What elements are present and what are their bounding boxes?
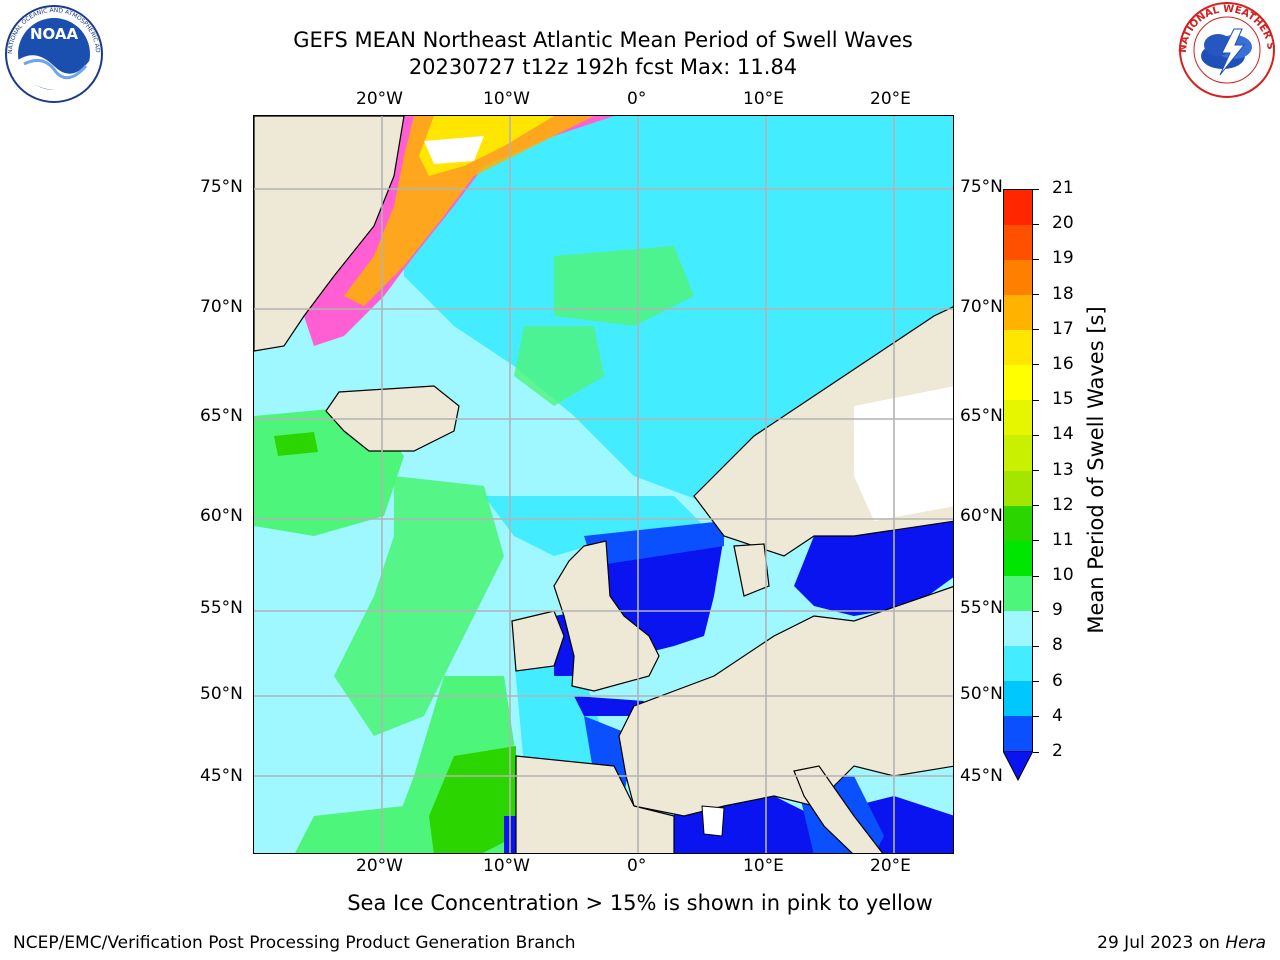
colorbar-segment [1004,400,1032,436]
colorbar-tick-label: 9 [1052,600,1063,621]
footer-credit: NCEP/EMC/Verification Post Processing Pr… [13,933,576,953]
colorbar-tick-label: 2 [1052,741,1063,761]
sea-ice-note: Sea Ice Concentration > 15% is shown in … [347,891,933,915]
colorbar-tick-mark [1033,329,1039,331]
y-tick-left-75n: 75°N [200,177,243,197]
colorbar-tick-mark [1033,681,1039,683]
colorbar-segment [1004,365,1032,401]
x-tick-top-20w: 20°W [356,89,403,109]
y-tick-left-50n: 50°N [200,684,243,704]
colorbar-tick-label: 11 [1052,529,1074,550]
colorbar-tick-mark [1033,470,1039,471]
colorbar-segment [1004,540,1032,576]
x-tick-bottom-0: 0° [627,856,647,876]
colorbar-segment [1004,645,1032,681]
colorbar-tick-mark [1033,364,1039,366]
y-tick-left-65n: 65°N [200,406,243,426]
colorbar-segment [1004,610,1032,646]
noaa-logo: NOAA NATIONAL OCEANIC AND ATMOSPHERIC AD… [1,0,104,104]
x-tick-bottom-20e: 20°E [870,856,911,876]
y-tick-left-60n: 60°N [200,506,243,526]
colorbar-segment [1004,435,1032,471]
colorbar-segment [1004,225,1032,261]
colorbar-tick-mark [1033,434,1039,436]
colorbar-segment [1004,295,1032,331]
y-tick-right-70n: 70°N [960,297,1003,317]
colorbar-tick-label: 19 [1052,248,1074,269]
y-tick-right-75n: 75°N [960,177,1003,197]
wave-period-map [254,116,953,853]
colorbar-tick-label: 12 [1052,494,1074,515]
colorbar-segment [1004,190,1032,226]
y-tick-right-55n: 55°N [960,598,1003,618]
footer-machine: Hera [1225,933,1266,953]
colorbar-tick-mark [1033,751,1039,753]
colorbar-tick-label: 15 [1052,389,1074,410]
colorbar-tick-mark [1033,610,1039,612]
colorbar-tick-mark [1033,399,1039,401]
y-tick-left-70n: 70°N [200,297,243,317]
y-tick-right-60n: 60°N [960,506,1003,526]
x-tick-bottom-20w: 20°W [356,856,403,876]
colorbar-tick-mark [1033,294,1039,296]
colorbar-segments [1004,190,1032,751]
colorbar [1003,189,1033,752]
colorbar-tick-label: 18 [1052,283,1074,304]
y-tick-right-65n: 65°N [960,406,1003,426]
colorbar-segment [1004,680,1032,716]
chart-title: GEFS MEAN Northeast Atlantic Mean Period… [293,28,913,52]
x-tick-bottom-10w: 10°W [483,856,530,876]
y-tick-left-45n: 45°N [200,766,243,786]
nws-logo: NATIONAL WEATHER SERVICE [1174,0,1276,99]
colorbar-tick-label: 21 [1052,178,1074,198]
y-tick-right-50n: 50°N [960,684,1003,704]
colorbar-tick-label: 13 [1052,459,1074,480]
colorbar-tick-mark [1033,223,1039,225]
colorbar-tick-mark [1033,575,1039,577]
colorbar-tick-label: 17 [1052,318,1074,339]
colorbar-tick-mark [1033,188,1039,190]
colorbar-segment [1004,715,1032,751]
colorbar-segment [1004,505,1032,541]
colorbar-segment [1004,330,1032,366]
colorbar-segment [1004,575,1032,611]
colorbar-tick-label: 20 [1052,213,1074,234]
x-tick-top-10w: 10°W [483,89,530,109]
colorbar-label: Mean Period of Swell Waves [s] [1084,306,1108,634]
y-tick-right-45n: 45°N [960,766,1003,786]
colorbar-tick-mark [1033,505,1039,507]
noaa-logo-text: NOAA [30,25,79,43]
colorbar-extend-arrow [1002,750,1034,782]
map-panel [253,115,954,854]
x-tick-top-20e: 20°E [870,89,911,109]
footer-date-text: 29 Jul 2023 on [1097,933,1226,953]
colorbar-tick-label: 16 [1052,353,1074,374]
y-tick-left-55n: 55°N [200,598,243,618]
colorbar-tick-label: 6 [1052,670,1063,691]
colorbar-tick-mark [1033,540,1039,542]
x-tick-top-10e: 10°E [743,89,784,109]
colorbar-tick-mark [1033,258,1039,260]
colorbar-tick-label: 4 [1052,705,1063,726]
x-tick-top-0: 0° [627,89,647,109]
colorbar-tick-label: 14 [1052,424,1074,445]
colorbar-tick-mark [1033,645,1039,647]
colorbar-tick-label: 8 [1052,635,1063,656]
footer-date: 29 Jul 2023 on Hera [1097,933,1266,953]
colorbar-segment [1004,470,1032,506]
colorbar-tick-label: 10 [1052,565,1074,586]
chart-subtitle: 20230727 t12z 192h fcst Max: 11.84 [408,55,798,79]
colorbar-tick-mark [1033,716,1039,718]
colorbar-segment [1004,260,1032,296]
x-tick-bottom-10e: 10°E [743,856,784,876]
